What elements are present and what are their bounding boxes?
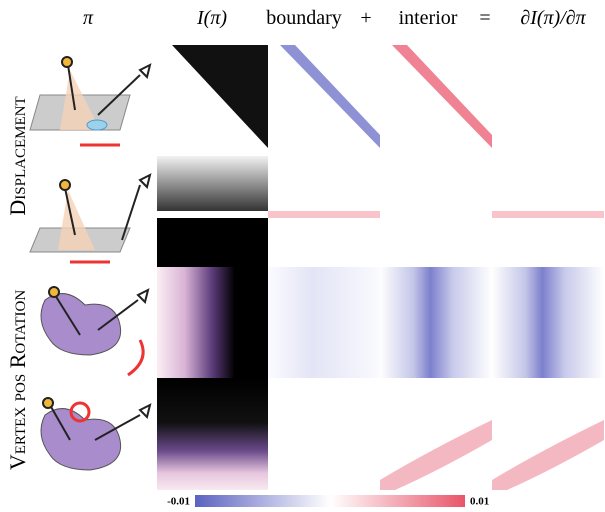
heatmap	[492, 267, 604, 378]
heatmap	[380, 420, 492, 490]
col-header: +	[360, 7, 371, 29]
col-header: boundary	[266, 7, 342, 29]
row-3-panels	[157, 267, 604, 378]
heatmap	[157, 156, 268, 211]
row-label: Displacement	[5, 96, 30, 215]
col-header: =	[479, 7, 490, 29]
colorbar-max-label: 0.01	[470, 496, 489, 508]
row-4-panels	[157, 378, 604, 490]
colorbar	[195, 495, 465, 507]
row-label: Vertex pos Rotation	[5, 290, 30, 470]
col-header: ∂I(π)/∂π	[520, 7, 586, 29]
heatmap	[157, 267, 268, 378]
row-2-panels	[157, 156, 604, 267]
row-1-panels	[172, 45, 492, 148]
col-header: interior	[399, 7, 458, 29]
col-header: I(π)	[196, 7, 227, 29]
heatmap	[172, 45, 268, 148]
figure: π I(π) boundary + interior = ∂I(π)/∂π Di…	[0, 0, 605, 512]
heatmap	[492, 420, 604, 490]
heatmap	[157, 378, 268, 490]
page: body { margin: 0; width: 605px; height: …	[0, 0, 605, 512]
colorbar-min-label: -0.01	[167, 496, 190, 508]
heatmap	[492, 211, 604, 218]
heatmap	[392, 45, 492, 148]
heatmap	[280, 45, 380, 148]
icons	[30, 57, 150, 470]
body: {"header": {"columns": ["π", "I(π)", "bo…	[0, 0, 605, 512]
heatmap	[380, 267, 492, 378]
heatmap	[268, 211, 380, 218]
col-header: π	[83, 7, 94, 29]
heatmap	[268, 267, 380, 378]
heatmap	[157, 218, 268, 267]
